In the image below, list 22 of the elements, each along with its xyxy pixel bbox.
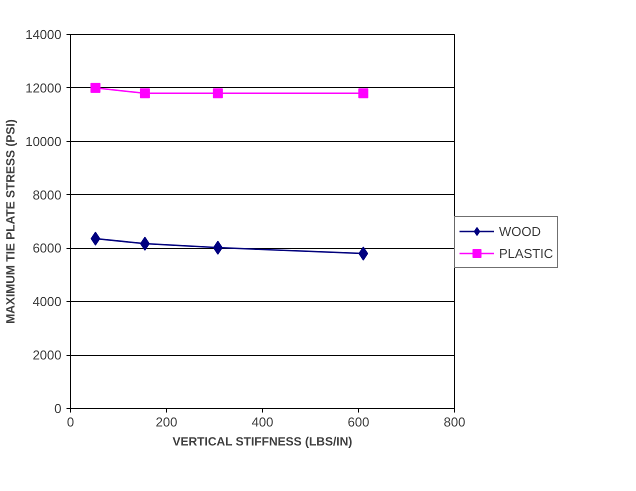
x-tick-label: 200	[156, 414, 178, 430]
y-tick-label: 12000	[25, 80, 62, 96]
point	[140, 88, 150, 98]
y-tick-label: 2000	[32, 348, 62, 363]
y-tick-label: 4000	[32, 294, 62, 310]
x-tick-label: 600	[348, 414, 370, 430]
point	[212, 88, 223, 98]
x-tick-label: 800	[444, 414, 466, 430]
point	[90, 82, 100, 93]
y-axis-title: MAXIMUM TIE PLATE STRESS (PSI)	[3, 119, 18, 324]
x-tick-label: 400	[252, 414, 274, 430]
legend-label: PLASTIC	[499, 246, 554, 260]
y-tick-label: 8000	[32, 187, 62, 202]
y-tick-label: 10000	[25, 134, 62, 149]
point	[358, 246, 368, 261]
y-tick-label: 0	[54, 401, 62, 416]
x-axis-title: VERTICAL STIFFNESS (LBS/IN)	[172, 434, 352, 448]
y-tick-label: 6000	[32, 240, 62, 256]
point	[358, 88, 368, 98]
x-tick-label: 0	[66, 414, 74, 430]
legend-label: WOOD	[499, 224, 541, 238]
y-tick-label: 14000	[25, 27, 62, 42]
